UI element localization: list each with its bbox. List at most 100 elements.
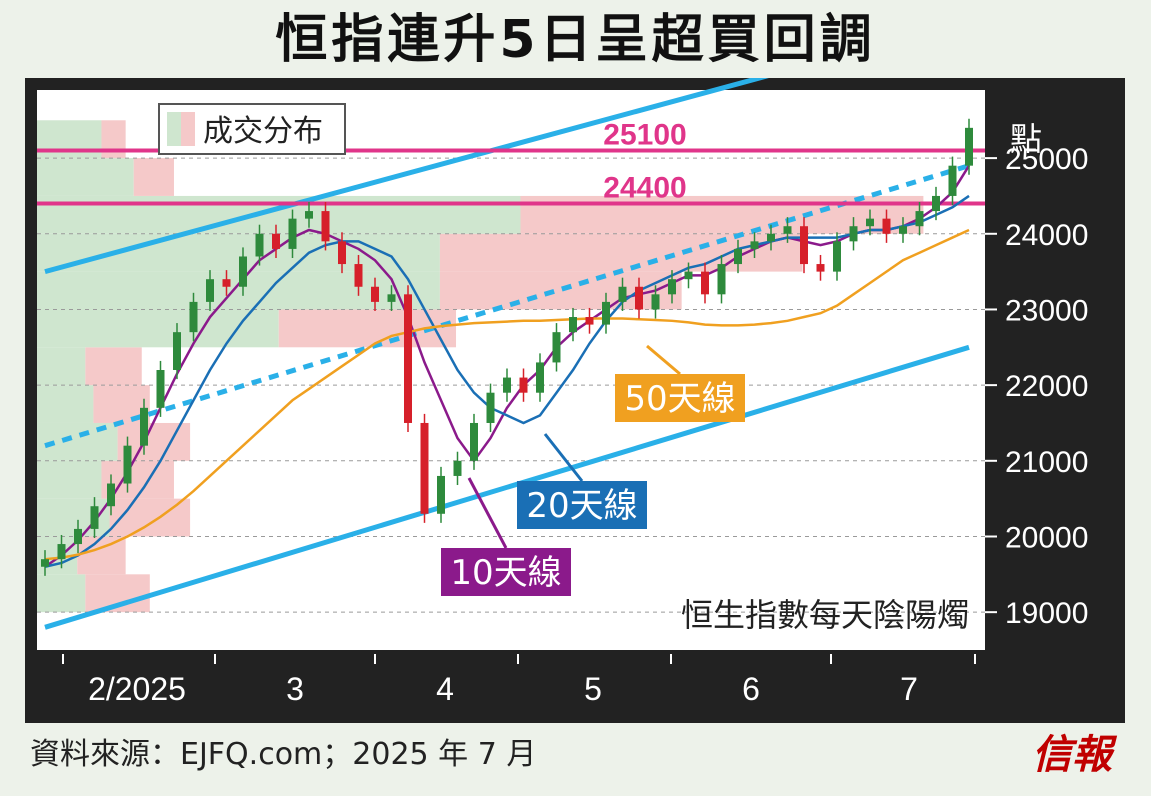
x-tick-label: 4	[436, 671, 454, 707]
candle-body	[866, 218, 874, 227]
candle-body	[701, 271, 709, 295]
candle-body	[354, 264, 363, 287]
volume-profile-down-bar	[439, 233, 803, 272]
candle-body	[123, 445, 132, 484]
volume-profile-down-bar	[77, 536, 126, 575]
ma-line	[44, 165, 971, 568]
legend-label: 成交分布	[203, 114, 323, 149]
candle-body	[41, 559, 49, 567]
candle-body	[816, 264, 825, 272]
candle-body	[107, 483, 115, 507]
candle-body	[519, 377, 528, 393]
y-tick-label: 23000	[1005, 294, 1088, 327]
candle-body	[767, 233, 775, 242]
ma50-tag-box	[615, 374, 745, 422]
resistance-label: 24400	[603, 172, 686, 205]
brand-logo: 信報	[1032, 731, 1112, 778]
candle-body	[800, 226, 808, 265]
candle-body	[189, 301, 198, 333]
candle-body	[552, 332, 561, 363]
candle-body	[915, 211, 924, 227]
y-unit-label: 點	[1010, 120, 1042, 158]
x-tick-label: 6	[742, 671, 760, 707]
volume-profile-down-bar	[133, 158, 174, 196]
ma-line	[44, 228, 970, 561]
volume-profile-up-bar	[37, 309, 279, 348]
volume-profile-up-bar	[37, 271, 440, 310]
y-tick-label: 19000	[1005, 597, 1088, 630]
candle-body	[57, 544, 66, 560]
candle-body	[272, 233, 280, 249]
candle-body	[486, 392, 495, 423]
legend-swatch-down	[181, 112, 195, 146]
candle-body	[74, 528, 82, 545]
candle-body	[338, 241, 346, 265]
candle-body	[437, 475, 445, 514]
candle-body	[255, 233, 264, 257]
candle-body	[717, 264, 726, 295]
candle-body	[420, 422, 429, 514]
candle-body	[206, 279, 214, 302]
ma10-tag-pointer	[467, 477, 508, 549]
source-note: 資料來源：EJFQ.com；2025 年 7 月	[30, 737, 537, 772]
candle-body	[453, 460, 462, 476]
candle-body	[387, 294, 396, 302]
candle-body	[503, 377, 511, 393]
resistance-label: 25100	[603, 119, 686, 152]
chart-title: 恒指連升5日呈超買回調	[275, 10, 876, 70]
ma20-tag-label: 20天線	[526, 486, 637, 526]
candle-body	[321, 211, 330, 242]
y-tick-label: 20000	[1005, 521, 1088, 554]
candle-body	[635, 286, 643, 310]
legend-swatch-up	[167, 112, 181, 146]
candle-body	[288, 218, 297, 249]
candle-body	[684, 271, 693, 280]
x-tick-label: 7	[900, 671, 918, 707]
chart-caption: 恒生指數每天陰陽燭	[681, 596, 969, 634]
candle-body	[734, 248, 742, 265]
candle-body	[948, 165, 957, 196]
volume-profile-up-bar	[37, 347, 86, 386]
candle-body	[899, 226, 907, 234]
volume-profile-up-bar	[37, 233, 440, 272]
x-tick-label: 5	[584, 671, 602, 707]
candle-body	[305, 211, 313, 219]
candle-body	[156, 370, 165, 408]
candle-body	[173, 332, 181, 370]
candle-body	[932, 195, 940, 212]
candle-body	[783, 226, 792, 234]
y-tick-label: 22000	[1005, 370, 1088, 403]
candle-body	[618, 286, 627, 302]
y-tick-label: 21000	[1005, 446, 1088, 479]
candle-body	[222, 279, 231, 287]
chart-frame: 25100 24400 成交分布 50天線 20天線 10天線 恒生指數每天陰陽燭 點 1900…	[25, 78, 1125, 723]
volume-profile-up-bar	[37, 158, 134, 196]
candle-body	[569, 317, 577, 333]
candle-body	[882, 218, 891, 234]
candle-body	[750, 241, 759, 249]
candle-body	[833, 241, 841, 272]
ma20-tag-pointer	[543, 433, 584, 482]
ma20-tag-box	[517, 481, 647, 529]
ma10-tag-box	[441, 548, 571, 596]
volume-profile-down-bar	[439, 271, 682, 310]
candle-body	[602, 301, 610, 325]
candle-body	[651, 294, 660, 310]
candle-body	[371, 286, 379, 302]
ma-line	[44, 194, 970, 568]
y-tick-label: 25000	[1005, 143, 1088, 176]
channel-line-lower	[44, 344, 970, 630]
x-tick-label: 3	[286, 671, 304, 707]
candle-body	[470, 422, 478, 461]
ma10-tag-label: 10天線	[450, 553, 561, 593]
volume-profile-down-bar	[85, 347, 142, 386]
candle-body	[404, 294, 412, 423]
y-tick-label: 24000	[1005, 219, 1088, 252]
volume-profile-up-bar	[37, 460, 102, 499]
candle-body	[668, 279, 676, 295]
channel-line-upper	[44, 78, 769, 275]
candle-body	[536, 362, 544, 393]
candle-body	[585, 317, 594, 325]
